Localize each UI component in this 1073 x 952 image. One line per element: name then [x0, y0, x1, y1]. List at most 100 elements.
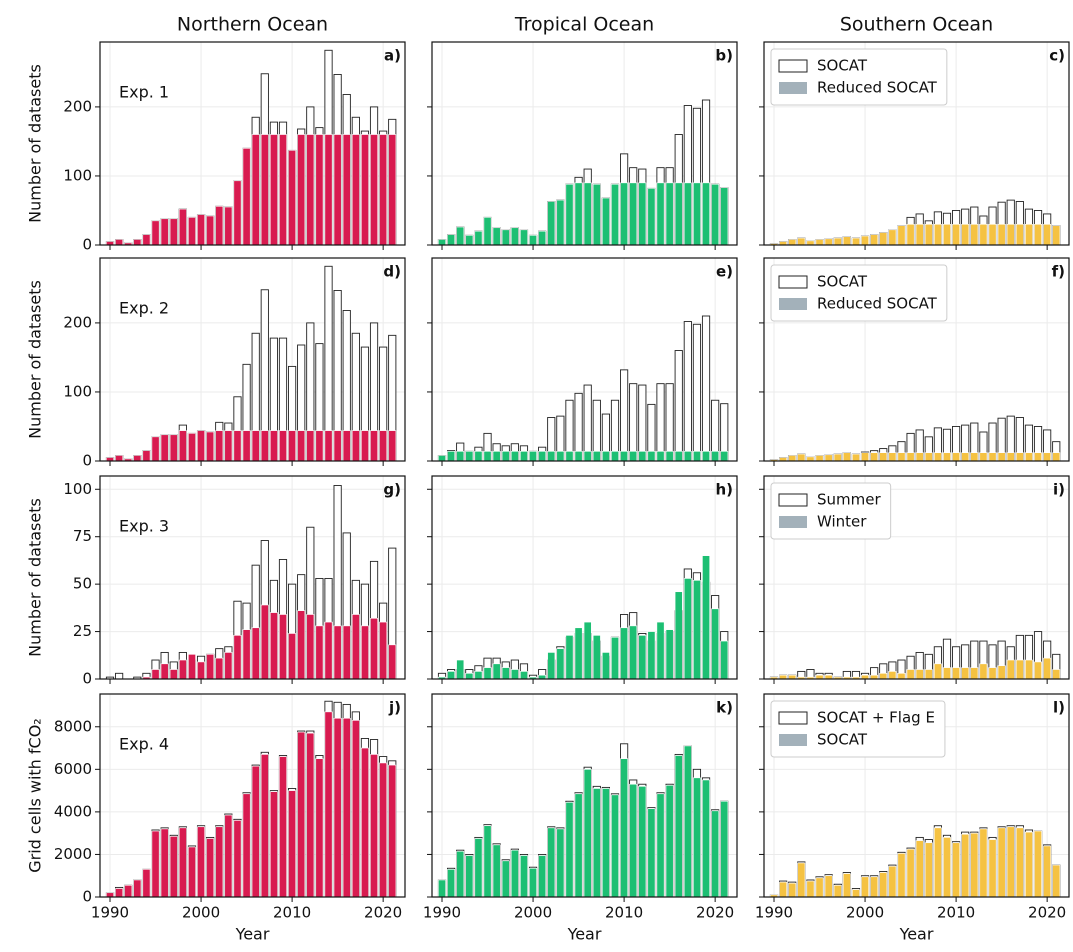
x-axis-label: Year: [899, 925, 934, 944]
y-tick-label: 0: [82, 236, 92, 254]
x-tick-label: 2010: [937, 904, 975, 922]
bar: [1024, 223, 1033, 246]
bar: [510, 227, 519, 246]
bar: [351, 720, 360, 898]
bar: [988, 223, 997, 246]
bar: [1034, 830, 1042, 898]
bar: [547, 451, 556, 462]
bar: [188, 433, 196, 462]
bar: [952, 452, 961, 462]
bar: [611, 183, 619, 246]
bar: [583, 769, 592, 898]
bar: [674, 350, 683, 462]
bar: [797, 862, 806, 898]
bar: [702, 555, 710, 680]
bar: [447, 451, 456, 462]
bar: [160, 434, 169, 462]
bar: [333, 625, 342, 680]
bar: [520, 671, 528, 680]
bar: [160, 828, 169, 898]
bar: [233, 820, 242, 898]
bar: [269, 791, 278, 898]
bar: [683, 451, 692, 462]
x-tick-label: 2000: [182, 904, 220, 922]
bar: [215, 430, 224, 462]
bar: [711, 451, 720, 462]
bar: [1034, 452, 1042, 462]
panel-label: l): [1053, 699, 1065, 717]
x-tick-label: 1990: [423, 904, 461, 922]
bar: [683, 182, 692, 246]
bar: [370, 754, 378, 898]
bar: [647, 808, 656, 898]
bar: [297, 134, 306, 246]
y-tick-label: 50: [73, 575, 92, 593]
bar: [979, 828, 988, 898]
bar: [961, 667, 970, 680]
bar: [906, 848, 915, 898]
y-tick-label: 200: [63, 97, 92, 115]
bar: [438, 455, 446, 462]
bar: [483, 667, 492, 680]
bar: [556, 199, 565, 246]
bar: [197, 826, 206, 898]
bar: [979, 223, 988, 246]
bar: [529, 867, 538, 898]
bar: [306, 614, 315, 680]
bar: [583, 182, 592, 246]
bar: [806, 456, 815, 462]
bar: [215, 826, 224, 898]
bar: [601, 652, 610, 680]
bar: [720, 640, 729, 680]
bar: [629, 625, 638, 680]
bar: [465, 235, 474, 246]
bar: [997, 665, 1006, 680]
bar: [915, 669, 924, 680]
bar: [115, 239, 124, 246]
bar: [1024, 659, 1033, 680]
bar: [574, 793, 583, 898]
bar: [379, 621, 388, 680]
legend-label: Winter: [817, 513, 867, 531]
bar: [169, 218, 178, 246]
x-tick-label: 2020: [364, 904, 402, 922]
bar: [260, 754, 269, 898]
bar: [388, 644, 397, 680]
bar: [1015, 452, 1024, 462]
bar: [315, 625, 324, 680]
y-tick-label: 25: [73, 622, 92, 640]
bar: [638, 786, 647, 898]
bar: [1015, 223, 1024, 246]
bar: [565, 635, 574, 680]
bar: [556, 828, 565, 898]
x-tick-label: 2010: [605, 904, 643, 922]
bar: [592, 451, 601, 462]
bar: [970, 452, 979, 462]
bar: [206, 215, 215, 246]
bar: [447, 671, 456, 680]
legend-swatch: [779, 516, 807, 528]
y-tick-label: 2000: [54, 845, 92, 863]
bar: [342, 625, 351, 680]
axes-frame: [763, 693, 1070, 898]
legend-swatch: [779, 82, 807, 94]
bar: [501, 860, 510, 898]
bar: [601, 451, 610, 462]
bar: [952, 842, 961, 898]
bar: [711, 183, 720, 246]
bar: [720, 451, 729, 462]
bar: [611, 794, 619, 898]
bar: [1024, 452, 1033, 462]
y-tick-label: 100: [63, 382, 92, 400]
bar: [788, 239, 797, 246]
bar: [142, 450, 151, 462]
bar: [188, 654, 196, 680]
bar: [647, 451, 656, 462]
bar: [897, 673, 906, 680]
panel-label: j): [388, 699, 401, 717]
axes-frame: [431, 41, 738, 246]
bar: [465, 451, 474, 462]
y-tick-label: 8000: [54, 717, 92, 735]
axes-frame: [99, 693, 406, 898]
bar: [611, 451, 619, 462]
